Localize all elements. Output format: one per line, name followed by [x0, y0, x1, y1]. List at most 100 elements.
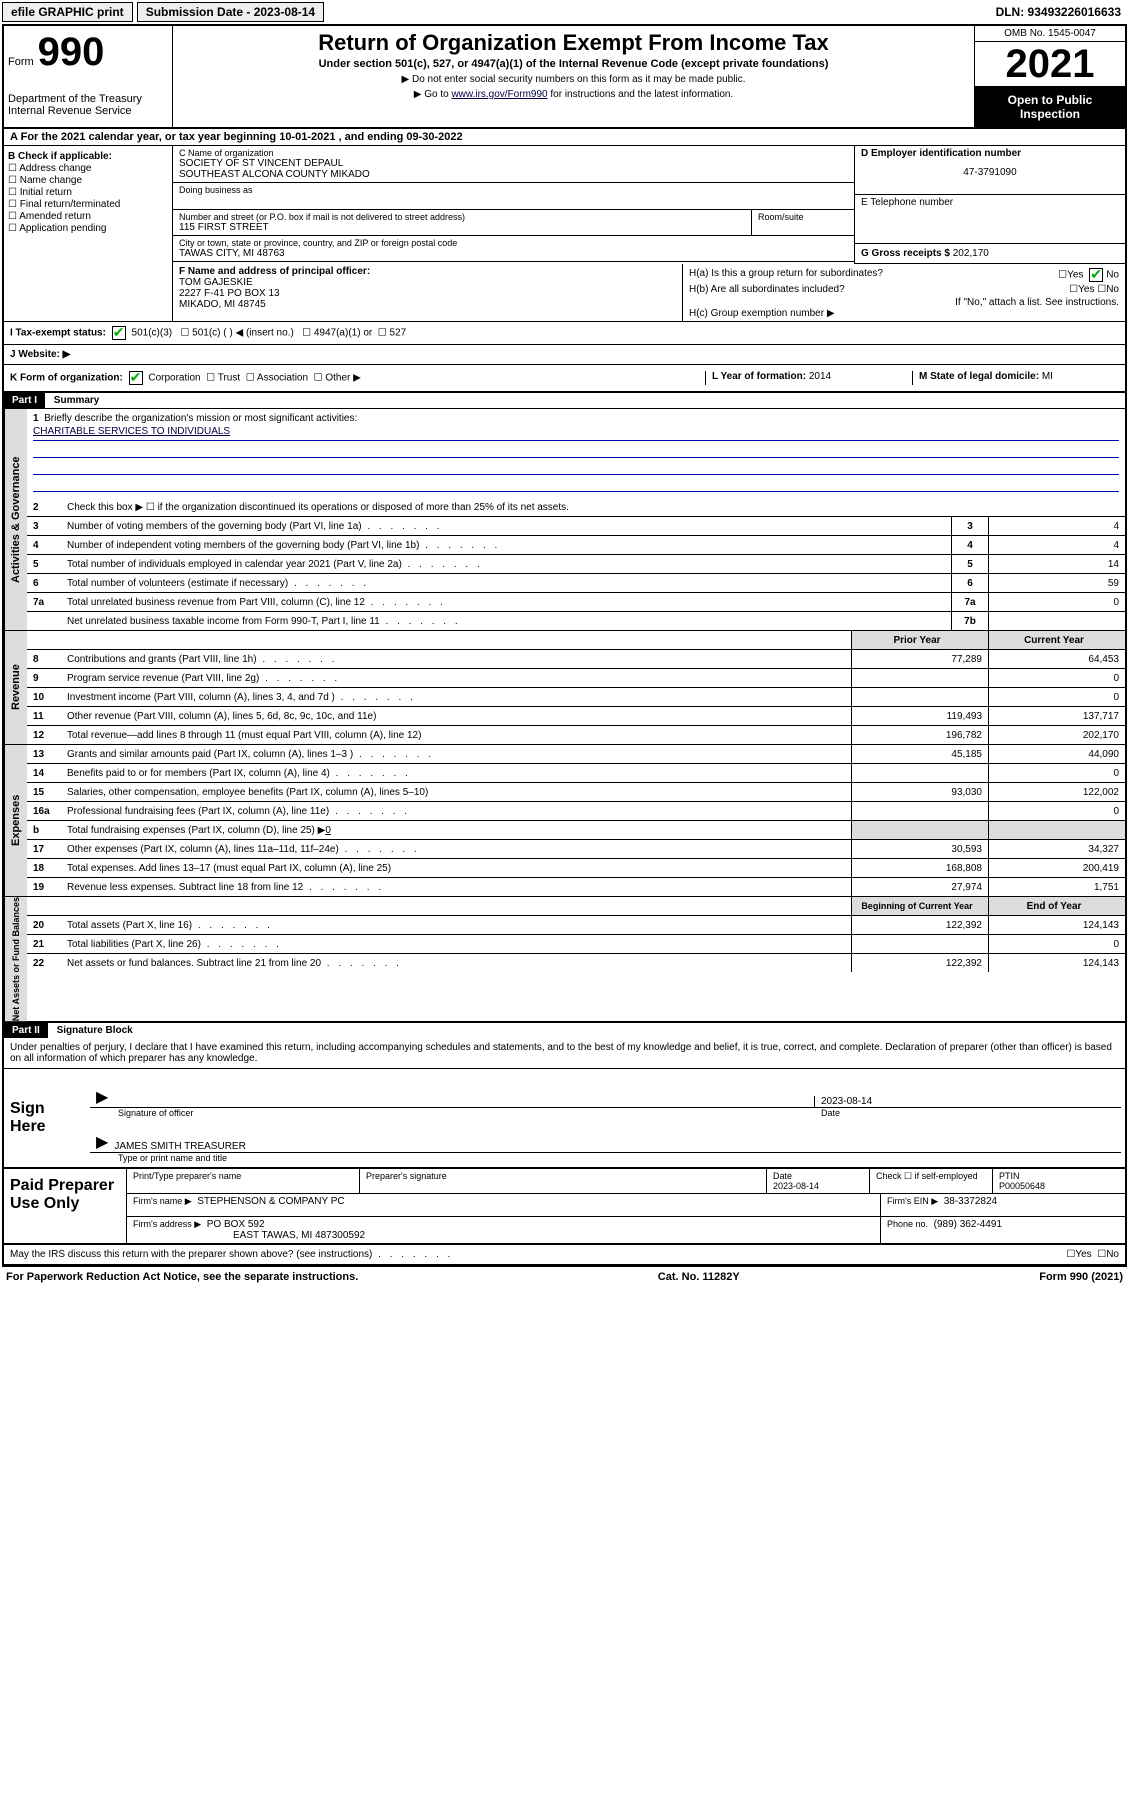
- vlabel-net-assets: Net Assets or Fund Balances: [4, 897, 27, 1021]
- l3-text: Number of voting members of the governin…: [63, 519, 951, 534]
- phone-value: (989) 362-4491: [934, 1219, 1002, 1230]
- sig-date-value: 2023-08-14: [814, 1096, 1121, 1107]
- i-501c3-checkbox[interactable]: [112, 326, 126, 340]
- gross-receipts-value: 202,170: [953, 248, 989, 259]
- l7b-box: 7b: [951, 612, 988, 630]
- i-opt1: 501(c)(3): [132, 328, 173, 339]
- l19-text: Revenue less expenses. Subtract line 18 …: [63, 880, 851, 895]
- row-k-l-m: K Form of organization: Corporation ☐ Tr…: [4, 365, 1125, 393]
- l18-prior: 168,808: [851, 859, 988, 877]
- org-name-1: SOCIETY OF ST VINCENT DEPAUL: [179, 158, 848, 169]
- ptin-value: P00050648: [999, 1181, 1119, 1191]
- declaration-text: Under penalties of perjury, I declare th…: [4, 1038, 1125, 1069]
- row-a-text: For the 2021 calendar year, or tax year …: [21, 131, 463, 143]
- part2-header: Part II: [4, 1023, 48, 1038]
- phone-label: Phone no.: [887, 1219, 928, 1229]
- l9-text: Program service revenue (Part VIII, line…: [63, 671, 851, 686]
- firm-addr-label: Firm's address ▶: [133, 1219, 201, 1229]
- k-box: K Form of organization: Corporation ☐ Tr…: [10, 371, 705, 385]
- l4-val: 4: [988, 536, 1125, 554]
- l20-text: Total assets (Part X, line 16): [63, 918, 851, 933]
- check-initial-return[interactable]: ☐ Initial return: [8, 187, 168, 198]
- form-subtitle-2: ▶ Do not enter social security numbers o…: [179, 74, 968, 85]
- i-opt4: 527: [390, 328, 407, 339]
- l15-curr: 122,002: [988, 783, 1125, 801]
- sign-here-label: Sign Here: [4, 1069, 86, 1167]
- check-amended-return[interactable]: ☐ Amended return: [8, 211, 168, 222]
- c-street-cell: Number and street (or P.O. box if mail i…: [173, 210, 752, 236]
- goto-suffix: for instructions and the latest informat…: [550, 89, 733, 100]
- line-1-mission: 1 Briefly describe the organization's mi…: [27, 409, 1125, 498]
- l11-curr: 137,717: [988, 707, 1125, 725]
- l15-prior: 93,030: [851, 783, 988, 801]
- l3-val: 4: [988, 517, 1125, 535]
- ha-no-checkbox[interactable]: [1089, 268, 1103, 282]
- firm-phone-cell: Phone no. (989) 362-4491: [881, 1217, 1125, 1243]
- l8-text: Contributions and grants (Part VIII, lin…: [63, 652, 851, 667]
- l14-text: Benefits paid to or for members (Part IX…: [63, 766, 851, 781]
- l8-prior: 77,289: [851, 650, 988, 668]
- l7a-text: Total unrelated business revenue from Pa…: [63, 595, 951, 610]
- mission-blank-2: [33, 460, 1119, 475]
- l13-text: Grants and similar amounts paid (Part IX…: [63, 747, 851, 762]
- firm-name-cell: Firm's name ▶ STEPHENSON & COMPANY PC: [127, 1194, 881, 1216]
- g-label: G Gross receipts $: [861, 248, 950, 259]
- sig-arrow-2: ▶: [90, 1132, 114, 1152]
- street-value: 115 FIRST STREET: [179, 222, 745, 233]
- l5-text: Total number of individuals employed in …: [63, 557, 951, 572]
- officer-addr1: 2227 F-41 PO BOX 13: [179, 288, 676, 299]
- ha-answer: ☐Yes No: [1058, 268, 1119, 282]
- l19-prior: 27,974: [851, 878, 988, 896]
- open-to-public: Open to Public Inspection: [975, 87, 1125, 127]
- e-label: E Telephone number: [861, 197, 1119, 208]
- mission-blank-3: [33, 477, 1119, 492]
- firm-ein-label: Firm's EIN ▶: [887, 1196, 938, 1206]
- city-label: City or town, state or province, country…: [179, 238, 848, 248]
- check-final-return[interactable]: ☐ Final return/terminated: [8, 199, 168, 210]
- l10-curr: 0: [988, 688, 1125, 706]
- l6-val: 59: [988, 574, 1125, 592]
- check-address-change[interactable]: ☐ Address change: [8, 163, 168, 174]
- d-label: D Employer identification number: [861, 148, 1119, 159]
- c-room-cell: Room/suite: [752, 210, 854, 236]
- vlabel-activities: Activities & Governance: [4, 409, 27, 630]
- officer-addr2: MIKADO, MI 48745: [179, 299, 676, 310]
- k-corp-checkbox[interactable]: [129, 371, 143, 385]
- l-value: 2014: [809, 371, 831, 382]
- l12-prior: 196,782: [851, 726, 988, 744]
- l-box: L Year of formation: 2014: [705, 371, 912, 385]
- form-no-footer: Form 990 (2021): [1039, 1271, 1123, 1283]
- irs-link[interactable]: www.irs.gov/Form990: [451, 89, 547, 100]
- paid-preparer-label: Paid Preparer Use Only: [4, 1169, 127, 1243]
- f-box: F Name and address of principal officer:…: [173, 264, 683, 321]
- section-b-to-g: B Check if applicable: ☐ Address change …: [4, 146, 1125, 264]
- l7b-val: [988, 612, 1125, 630]
- sign-here-block: Sign Here ▶ 2023-08-14 Signature of offi…: [4, 1069, 1125, 1169]
- page-footer: For Paperwork Reduction Act Notice, see …: [0, 1267, 1129, 1287]
- d-ein-cell: D Employer identification number 47-3791…: [855, 146, 1125, 195]
- hb-note: If "No," attach a list. See instructions…: [689, 297, 1119, 308]
- l16b-val: 0: [325, 825, 331, 836]
- row-j: J Website: ▶: [4, 345, 1125, 365]
- l-label: L Year of formation:: [712, 371, 806, 382]
- l22-text: Net assets or fund balances. Subtract li…: [63, 956, 851, 971]
- mission-link[interactable]: CHARITABLE SERVICES TO INDIVIDUALS: [33, 426, 230, 437]
- l16b-curr-shade: [988, 821, 1125, 839]
- l21-text: Total liabilities (Part X, line 26): [63, 937, 851, 952]
- form-title: Return of Organization Exempt From Incom…: [179, 30, 968, 56]
- l21-curr: 0: [988, 935, 1125, 953]
- l17-curr: 34,327: [988, 840, 1125, 858]
- header-left: Form 990 Department of the Treasury Inte…: [4, 26, 173, 127]
- l13-prior: 45,185: [851, 745, 988, 763]
- check-application-pending[interactable]: ☐ Application pending: [8, 223, 168, 234]
- check-name-change[interactable]: ☐ Name change: [8, 175, 168, 186]
- l4-box: 4: [951, 536, 988, 554]
- l20-curr: 124,143: [988, 916, 1125, 934]
- firm-addr2: EAST TAWAS, MI 487300592: [133, 1230, 874, 1241]
- efile-print-button[interactable]: efile GRAPHIC print: [2, 2, 133, 22]
- paperwork-notice: For Paperwork Reduction Act Notice, see …: [6, 1271, 358, 1283]
- l18-text: Total expenses. Add lines 13–17 (must eq…: [63, 861, 851, 876]
- mission-blank-1: [33, 443, 1119, 458]
- g-gross-cell: G Gross receipts $ 202,170: [855, 244, 1125, 264]
- j-box: J Website: ▶: [4, 345, 1125, 364]
